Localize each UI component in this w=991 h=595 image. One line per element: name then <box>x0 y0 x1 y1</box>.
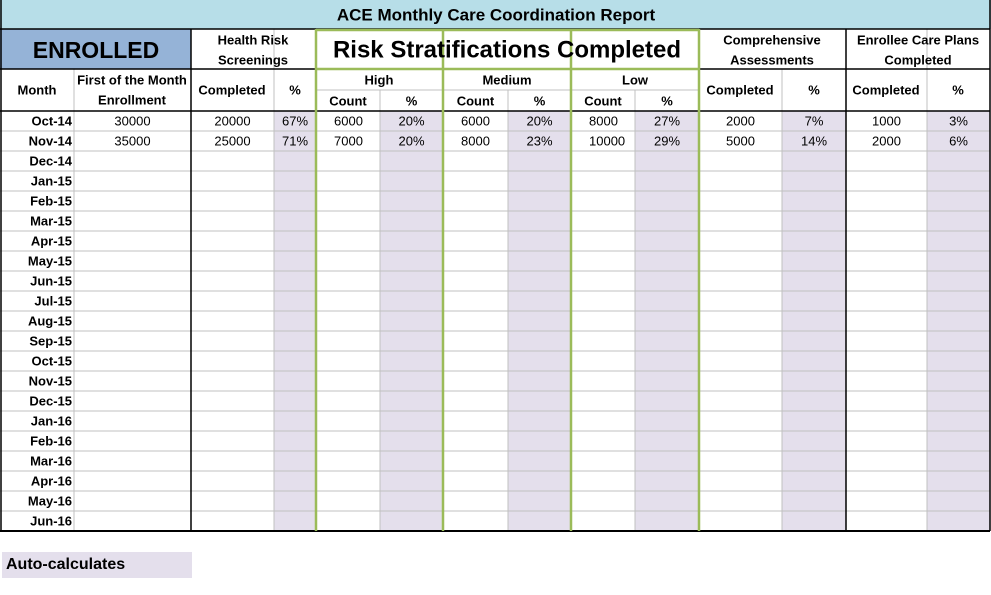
month-cell: Jun-16 <box>30 514 72 529</box>
count-header: Count <box>457 94 495 109</box>
count-header: Count <box>329 94 367 109</box>
data-cell[interactable]: 20% <box>398 134 424 149</box>
hrs-completed-header: Completed <box>198 83 265 98</box>
ca-pct-header: % <box>808 83 820 98</box>
month-cell: Dec-14 <box>29 154 72 169</box>
auto-calculates-legend: Auto-calculates <box>2 552 192 578</box>
data-cell[interactable]: 2000 <box>872 134 901 149</box>
data-cell[interactable]: 5000 <box>726 134 755 149</box>
count-header: Count <box>584 94 622 109</box>
month-cell: Dec-15 <box>29 394 72 409</box>
data-cell[interactable]: 27% <box>654 114 680 129</box>
enrolled-label: ENROLLED <box>33 37 160 63</box>
auto-calc-column <box>635 111 699 531</box>
month-header: Month <box>18 83 57 98</box>
risk-header: Risk Stratifications Completed <box>333 37 681 64</box>
month-cell: Sep-15 <box>29 334 72 349</box>
auto-calc-column <box>927 111 990 531</box>
data-cell[interactable]: 23% <box>526 134 552 149</box>
month-cell: Jun-15 <box>30 274 72 289</box>
data-cell[interactable]: 3% <box>949 114 968 129</box>
month-cell: Apr-15 <box>31 234 72 249</box>
ca-completed-header: Completed <box>706 83 773 98</box>
month-cell: Feb-16 <box>30 434 72 449</box>
title-bar <box>0 0 991 29</box>
pct-header: % <box>406 94 418 109</box>
auto-calc-column <box>782 111 846 531</box>
pct-header: % <box>661 94 673 109</box>
enrollment-header-line2: Enrollment <box>98 93 167 108</box>
data-cell[interactable]: 20000 <box>214 114 250 129</box>
data-cell[interactable]: 20% <box>398 114 424 129</box>
data-cell[interactable]: 35000 <box>114 134 150 149</box>
month-cell: Nov-14 <box>29 134 73 149</box>
data-cell[interactable]: 7% <box>805 114 824 129</box>
month-cell: Mar-16 <box>30 454 72 469</box>
data-cell[interactable]: 7000 <box>334 134 363 149</box>
auto-calc-column <box>274 111 316 531</box>
comp-header-line1: Comprehensive <box>723 33 821 48</box>
ecp-header-line1: Enrollee Care Plans <box>857 33 979 48</box>
data-cell[interactable]: 6% <box>949 134 968 149</box>
data-cell[interactable]: 14% <box>801 134 827 149</box>
data-cell[interactable]: 30000 <box>114 114 150 129</box>
hrs-header-line1: Health Risk <box>218 33 290 48</box>
month-cell: May-16 <box>28 494 72 509</box>
enrolled-header <box>0 29 191 69</box>
month-cell: Mar-15 <box>30 214 72 229</box>
comp-header-line2: Assessments <box>730 53 814 68</box>
data-cell[interactable]: 10000 <box>589 134 625 149</box>
data-cell[interactable]: 8000 <box>589 114 618 129</box>
data-cell[interactable]: 2000 <box>726 114 755 129</box>
data-cell[interactable]: 8000 <box>461 134 490 149</box>
data-cell[interactable]: 25000 <box>214 134 250 149</box>
high-header: High <box>365 73 394 88</box>
data-cell[interactable]: 20% <box>526 114 552 129</box>
month-cell: May-15 <box>28 254 72 269</box>
month-cell: Jul-15 <box>34 294 72 309</box>
auto-calc-column <box>508 111 571 531</box>
hrs-header-line2: Screenings <box>218 53 288 68</box>
data-cell[interactable]: 1000 <box>872 114 901 129</box>
month-cell: Oct-14 <box>32 114 73 129</box>
data-cell[interactable]: 6000 <box>334 114 363 129</box>
month-cell: Jan-15 <box>31 174 72 189</box>
enrollment-header-line1: First of the Month <box>77 73 187 88</box>
hrs-pct-header: % <box>289 83 301 98</box>
low-header: Low <box>622 73 649 88</box>
data-cell[interactable]: 71% <box>282 134 308 149</box>
month-cell: Jan-16 <box>31 414 72 429</box>
month-cell: Feb-15 <box>30 194 72 209</box>
report-title: ACE Monthly Care Coordination Report <box>337 6 656 25</box>
data-cell[interactable]: 67% <box>282 114 308 129</box>
data-cell[interactable]: 29% <box>654 134 680 149</box>
ecp-pct-header: % <box>952 83 964 98</box>
month-cell: Apr-16 <box>31 474 72 489</box>
medium-header: Medium <box>482 73 531 88</box>
data-cell[interactable]: 6000 <box>461 114 490 129</box>
ecp-header-line2: Completed <box>884 53 951 68</box>
pct-header: % <box>534 94 546 109</box>
ecp-completed-header: Completed <box>852 83 919 98</box>
month-cell: Nov-15 <box>29 374 72 389</box>
month-cell: Aug-15 <box>28 314 72 329</box>
auto-calc-column <box>380 111 443 531</box>
month-cell: Oct-15 <box>32 354 72 369</box>
